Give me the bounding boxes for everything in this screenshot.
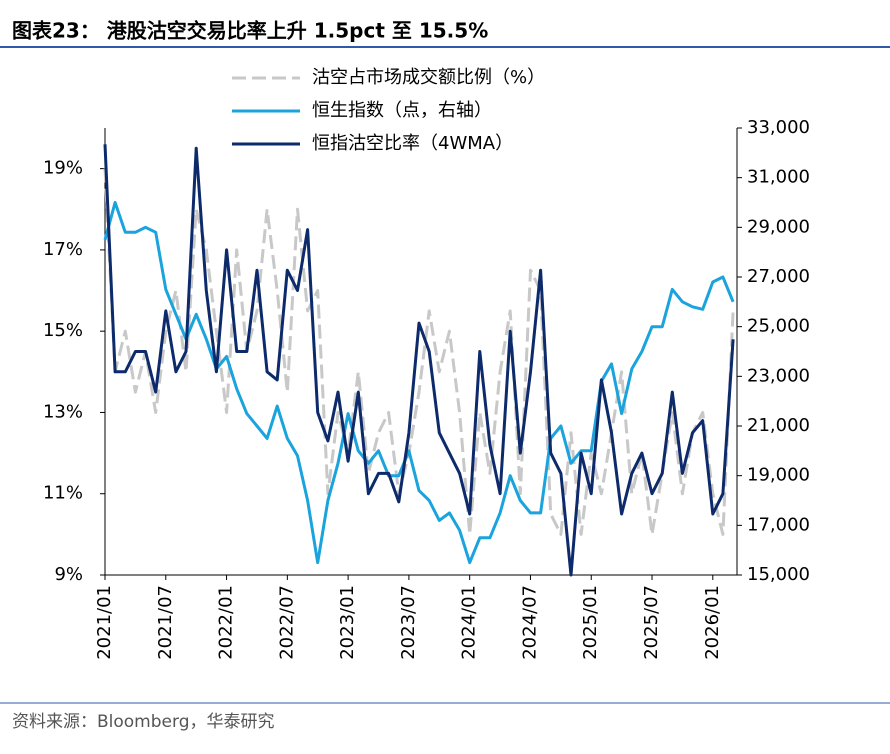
x-tick-label: 2022/01 bbox=[216, 585, 237, 660]
y2-tick-label: 27,000 bbox=[747, 266, 810, 287]
x-tick-label: 2026/01 bbox=[702, 585, 723, 660]
y-tick-label: 11% bbox=[43, 483, 83, 504]
series-line bbox=[103, 168, 735, 536]
y-tick-label: 17% bbox=[43, 239, 83, 260]
x-tick-label: 2023/01 bbox=[337, 585, 358, 660]
series-line bbox=[103, 201, 735, 565]
y2-tick-label: 21,000 bbox=[747, 415, 810, 436]
legend-label: 沽空占市场成交额比例（%） bbox=[312, 67, 545, 88]
y2-tick-label: 25,000 bbox=[747, 316, 810, 337]
source: 资料来源：Bloomberg，华泰研究 bbox=[12, 712, 274, 732]
legend-label: 恒指沽空比率（4WMA） bbox=[312, 133, 513, 154]
chart-title: 图表23： 港股沽空交易比率上升 1.5pct 至 15.5% bbox=[12, 19, 488, 43]
y2-tick-label: 29,000 bbox=[747, 216, 810, 237]
x-tick-label: 2025/01 bbox=[580, 585, 601, 660]
y-tick-label: 13% bbox=[43, 401, 83, 422]
y2-tick-label: 23,000 bbox=[747, 365, 810, 386]
y2-tick-label: 17,000 bbox=[747, 514, 810, 535]
y2-tick-label: 15,000 bbox=[747, 564, 810, 585]
x-tick-label: 2024/01 bbox=[459, 585, 480, 660]
y-tick-label: 15% bbox=[43, 320, 83, 341]
y2-tick-label: 19,000 bbox=[747, 465, 810, 486]
y-tick-label: 9% bbox=[54, 564, 83, 585]
x-tick-label: 2024/07 bbox=[519, 585, 540, 660]
x-tick-label: 2025/07 bbox=[641, 585, 662, 660]
x-tick-label: 2022/07 bbox=[276, 585, 297, 660]
series-line bbox=[103, 144, 735, 577]
x-tick-label: 2021/01 bbox=[94, 585, 115, 660]
x-tick-label: 2023/07 bbox=[398, 585, 419, 660]
legend-label: 恒生指数（点，右轴） bbox=[312, 100, 492, 121]
y2-tick-label: 33,000 bbox=[747, 117, 810, 138]
y2-tick-label: 31,000 bbox=[747, 167, 810, 188]
x-tick-label: 2021/07 bbox=[155, 585, 176, 660]
y-tick-label: 19% bbox=[43, 158, 83, 179]
